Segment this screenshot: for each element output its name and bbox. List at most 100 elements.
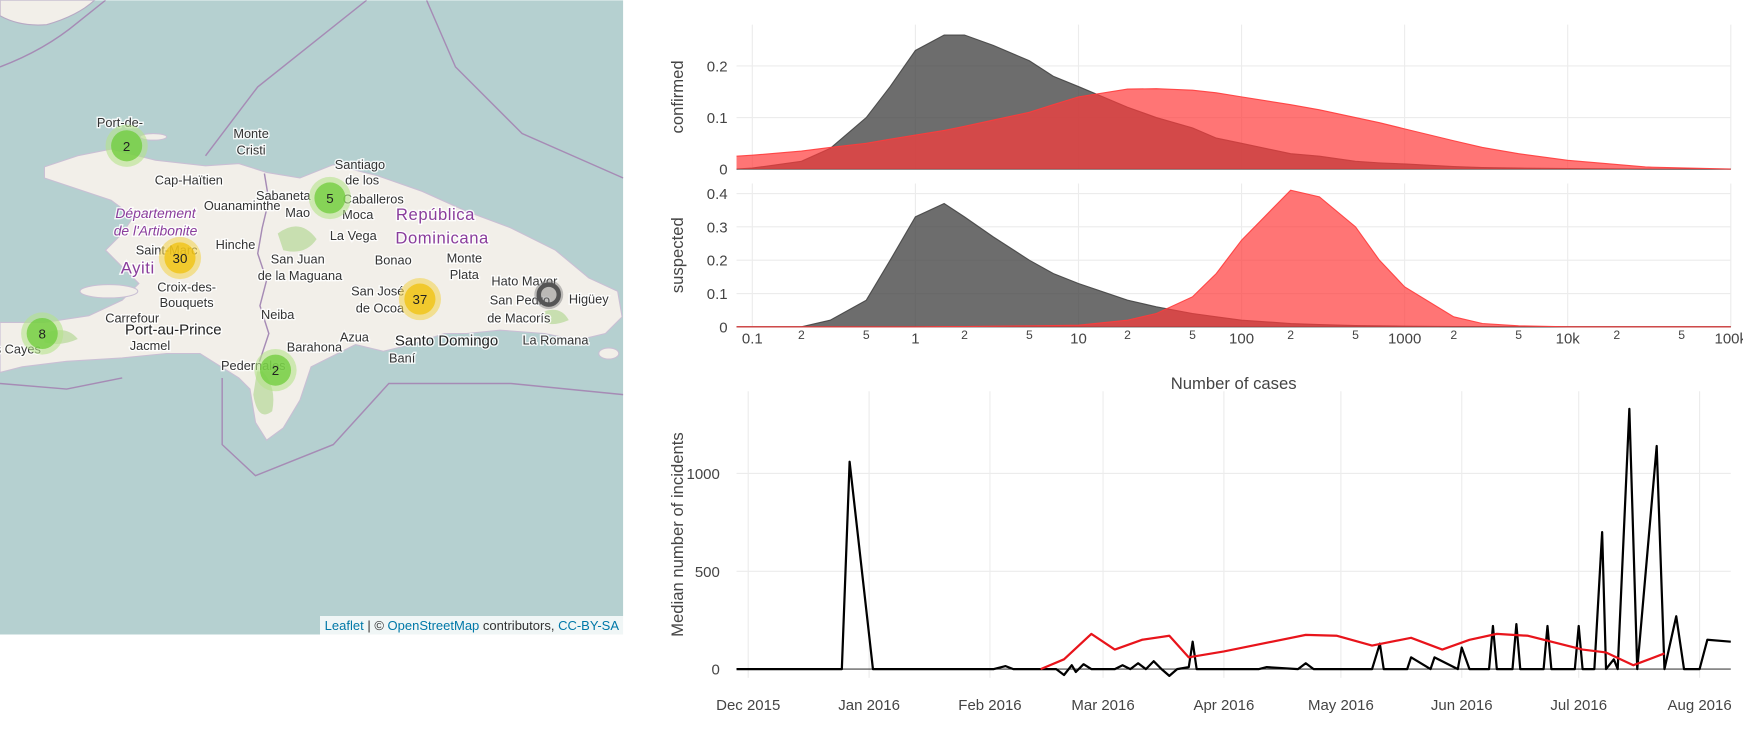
- cluster-core: [404, 283, 436, 315]
- x-tick-label: 2: [1287, 328, 1294, 342]
- place-label: de Ocoa: [356, 300, 405, 315]
- y-tick-label: 1000: [687, 466, 720, 483]
- place-label: Moca: [342, 207, 374, 222]
- y-tick-label: 0.1: [707, 286, 728, 303]
- place-label: Département: [115, 205, 196, 221]
- x-tick-label: 2: [1450, 328, 1457, 342]
- cluster-count: 8: [39, 327, 46, 342]
- place-label: La Vega: [330, 228, 378, 243]
- y-tick-label: 0: [712, 662, 720, 679]
- x-tick-label: 5: [1678, 328, 1685, 342]
- x-tick-label: Apr 2016: [1193, 697, 1254, 714]
- place-label: Dominicana: [395, 229, 489, 248]
- chart: 0 0.1 0.2 confirmed: [668, 24, 1732, 179]
- place-label: San Juan: [271, 252, 325, 267]
- place-label: Ouanaminthe: [204, 198, 281, 213]
- place-label: de la Maguana: [258, 268, 343, 283]
- place-label: Higüey: [569, 292, 609, 307]
- x-tick-label: 5: [1515, 328, 1522, 342]
- marker-cluster[interactable]: 2: [254, 349, 297, 392]
- place-label: Sabaneta: [256, 188, 312, 203]
- place-label: Hinche: [216, 237, 256, 252]
- x-tick-label: Feb 2016: [958, 697, 1021, 714]
- x-tick-label: 5: [1026, 328, 1033, 342]
- place-label: Baní: [389, 350, 416, 365]
- y-tick-label: 0: [719, 319, 727, 336]
- series-line: [1040, 632, 1665, 671]
- cluster-core: [259, 354, 292, 386]
- x-tick-label: Aug 2016: [1668, 697, 1732, 714]
- y-tick-label: 0.3: [707, 219, 728, 236]
- borders: [0, 0, 624, 477]
- y-tick-label: 500: [695, 564, 720, 581]
- area-line: [736, 88, 1731, 170]
- map-attribution: Leaflet | © OpenStreetMap contributors, …: [0, 616, 624, 635]
- place-label: Cristi: [237, 143, 266, 158]
- single-marker[interactable]: [534, 280, 564, 310]
- place-label: Ayiti: [121, 259, 155, 278]
- y-axis-title: suspected: [668, 217, 687, 293]
- x-tick-label: 2: [1613, 328, 1620, 342]
- x-tick-label: 100: [1229, 331, 1254, 348]
- charts: 0 0.1 0.2 confirmed 0 0.1 0.2 0.3 0.4 0.1 2 5 1 2 5 10 2…: [668, 24, 1743, 714]
- attribution-text: contributors,: [479, 618, 559, 633]
- x-tick-label: 2: [1124, 328, 1131, 342]
- x-tick-label: 2: [961, 328, 968, 342]
- x-tick-label: 5: [1352, 328, 1359, 342]
- area-fill: [736, 203, 1731, 327]
- place-label: Monte: [447, 250, 482, 265]
- marker-cluster[interactable]: 30: [158, 236, 202, 280]
- x-tick-label: 100k: [1715, 331, 1743, 348]
- x-tick-label: Mar 2016: [1071, 697, 1134, 714]
- cluster-count: 37: [413, 292, 428, 307]
- y-tick-label: 0.4: [707, 186, 728, 203]
- attribution-link[interactable]: CC-BY-SA: [558, 618, 619, 633]
- y-tick-label: 0.2: [707, 253, 728, 270]
- x-tick-label: 5: [1189, 328, 1196, 342]
- x-tick-label: Dec 2015: [716, 697, 780, 714]
- place-label: Santo Domingo: [395, 333, 498, 350]
- attribution-text: | ©: [363, 618, 388, 633]
- y-axis-title: Median number of incidents: [668, 432, 687, 637]
- x-tick-label: 10: [1070, 331, 1087, 348]
- place-label: Plata: [450, 267, 480, 282]
- marker-cluster[interactable]: 8: [21, 312, 64, 355]
- marker-cluster[interactable]: 2: [105, 124, 148, 167]
- cluster-core: [314, 182, 346, 214]
- place-label: San José: [351, 284, 404, 299]
- x-tick-label: 1000: [1388, 331, 1421, 348]
- cluster-core: [111, 130, 143, 162]
- chart: 0 0.1 0.2 0.3 0.4 0.1 2 5 1 2 5 10 2 5 100 2 5 1000 2 5 10k 2…: [668, 183, 1743, 393]
- y-tick-label: 0.1: [707, 110, 728, 127]
- place-label: Carrefour: [105, 310, 160, 325]
- place-label: Barahona: [287, 339, 343, 354]
- marker-cluster[interactable]: 37: [398, 277, 442, 321]
- y-tick-label: 0.2: [707, 58, 728, 75]
- attribution-link[interactable]: Leaflet: [324, 618, 364, 633]
- place-label: Port-au-Prince: [125, 322, 222, 339]
- y-tick-label: 0: [719, 162, 727, 179]
- cluster-core: [26, 317, 58, 350]
- area-line: [736, 189, 1731, 328]
- x-tick-label: Jun 2016: [1431, 697, 1493, 714]
- place-label: República: [396, 205, 475, 224]
- chart: 0 500 1000 Dec 2015 Jan 2016 Feb 2016 Mar 2016…: [668, 391, 1732, 714]
- y-axis-title: confirmed: [668, 60, 687, 133]
- place-label: Bouquets: [160, 295, 214, 310]
- x-tick-label: 5: [863, 328, 870, 342]
- attribution-link[interactable]: OpenStreetMap: [387, 618, 480, 633]
- map: Port-de-MonteCristiCap-HaïtienOuanaminth…: [0, 0, 624, 635]
- x-tick-label: Jan 2016: [838, 697, 900, 714]
- x-tick-label: May 2016: [1308, 697, 1374, 714]
- x-tick-label: 1: [911, 331, 919, 348]
- place-label: de Macorís: [487, 310, 550, 325]
- place-label: Jacmel: [130, 338, 170, 353]
- x-tick-label: 0.1: [742, 331, 763, 348]
- place-label: de l'Artibonite: [114, 223, 198, 239]
- marker-cluster[interactable]: 5: [308, 176, 352, 220]
- cluster-count: 5: [326, 191, 333, 206]
- attribution-box: Leaflet | © OpenStreetMap contributors, …: [319, 616, 624, 635]
- x-tick-label: Jul 2016: [1550, 697, 1607, 714]
- place-label: Cap-Haïtien: [155, 173, 223, 188]
